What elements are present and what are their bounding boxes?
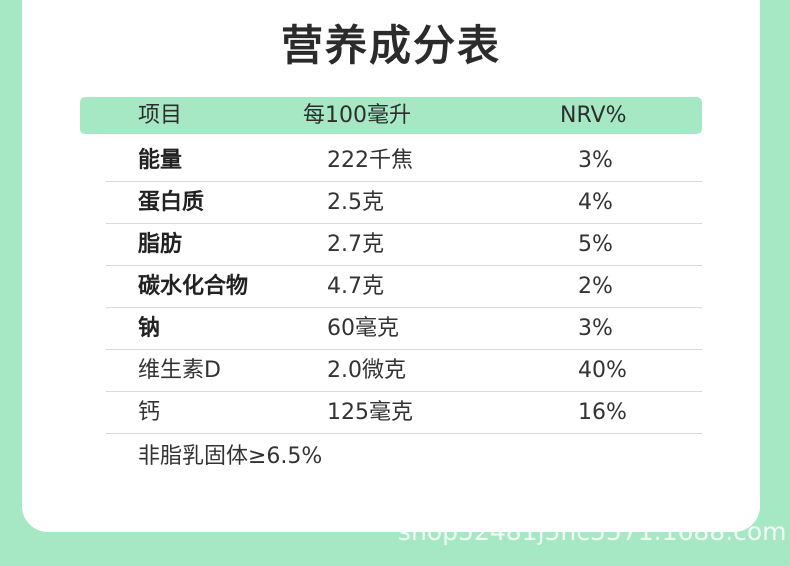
table-row: 维生素D 2.0微克 40%: [106, 350, 702, 392]
table-row: 钙 125毫克 16%: [106, 392, 702, 434]
header-item: 项目: [138, 103, 183, 128]
row-nrv: 3%: [578, 148, 613, 173]
header-per-100ml: 每100毫升: [303, 103, 411, 128]
table-row: 脂肪 2.7克 5%: [106, 224, 702, 266]
row-nrv: 16%: [578, 400, 627, 425]
header-nrv: NRV%: [560, 103, 627, 128]
row-nrv: 3%: [578, 316, 613, 341]
watermark: shop52481j5nc5571.1688.com: [398, 517, 787, 546]
row-item: 碳水化合物: [138, 274, 249, 299]
row-item: 能量: [138, 148, 183, 173]
row-nrv: 4%: [578, 190, 613, 215]
table-row: 蛋白质 2.5克 4%: [106, 182, 702, 224]
row-item: 脂肪: [138, 232, 183, 257]
row-item: 维生素D: [138, 358, 221, 383]
page-title: 营养成分表: [280, 21, 501, 70]
row-nrv: 5%: [578, 232, 613, 257]
table-row: 碳水化合物 4.7克 2%: [106, 266, 702, 308]
table-row: 钠 60毫克 3%: [106, 308, 702, 350]
row-item: 钙: [138, 400, 161, 425]
row-value: 2.0微克: [327, 358, 406, 383]
row-value: 2.7克: [327, 232, 384, 257]
footnote: 非脂乳固体≥6.5%: [138, 444, 323, 469]
table-header: 项目 每100毫升 NRV%: [80, 97, 702, 134]
row-value: 4.7克: [327, 274, 384, 299]
row-value: 125毫克: [327, 400, 413, 425]
row-nrv: 40%: [578, 358, 627, 383]
row-value: 2.5克: [327, 190, 384, 215]
nutrition-card: 营养成分表 项目 每100毫升 NRV% 能量 222千焦 3% 蛋白质 2.5…: [22, 0, 760, 532]
row-value: 60毫克: [327, 316, 399, 341]
row-nrv: 2%: [578, 274, 613, 299]
row-item: 蛋白质: [138, 190, 205, 215]
table-row: 能量 222千焦 3%: [106, 140, 702, 182]
row-item: 钠: [138, 316, 161, 341]
row-value: 222千焦: [327, 148, 413, 173]
